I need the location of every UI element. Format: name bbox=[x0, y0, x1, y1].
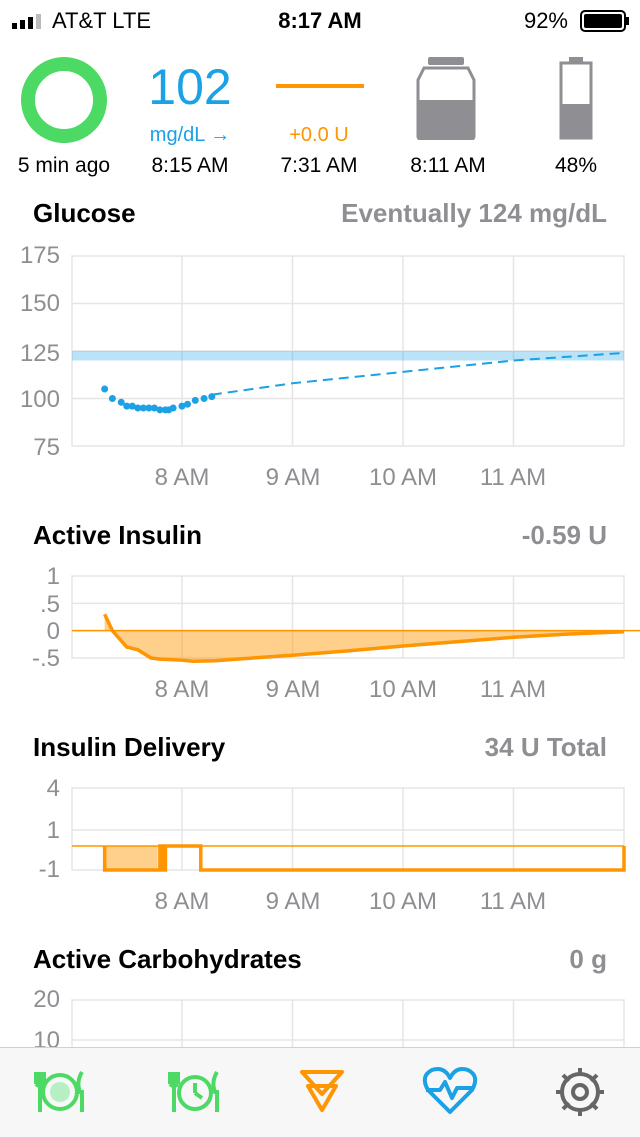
reservoir-time: 8:11 AM bbox=[410, 154, 486, 177]
x-tick: 8 AM bbox=[154, 676, 210, 703]
insulin-delivery-total: 34 U Total bbox=[484, 732, 607, 762]
meal-timer-icon[interactable] bbox=[164, 1062, 224, 1122]
glucose-point bbox=[208, 393, 216, 401]
active-insulin-title: Active Insulin bbox=[33, 520, 203, 550]
active-carbs-chart bbox=[71, 999, 625, 1048]
basal-rate-value: +0.0 U bbox=[289, 124, 349, 146]
glucose-point bbox=[139, 404, 147, 412]
y-tick: -1 bbox=[38, 856, 60, 883]
active-insulin-chart bbox=[71, 575, 640, 664]
y-tick: 75 bbox=[33, 434, 60, 461]
reservoir-icon bbox=[416, 57, 476, 140]
temp-basal-area bbox=[104, 846, 158, 870]
active-carbs-title: Active Carbohydrates bbox=[33, 944, 302, 974]
glucose-hud[interactable]: 102 mg/dL → 8:15 AM bbox=[128, 48, 252, 188]
active-carbs-value: 0 g bbox=[569, 944, 607, 974]
reservoir-hud[interactable]: 8:11 AM bbox=[392, 48, 504, 188]
x-tick: 10 AM bbox=[368, 464, 438, 491]
x-tick: 9 AM bbox=[265, 464, 321, 491]
y-tick: 1 bbox=[46, 817, 60, 844]
y-tick: 0 bbox=[46, 618, 60, 645]
active-insulin-line bbox=[103, 613, 625, 664]
basal-hud[interactable]: +0.0 U 7:31 AM bbox=[262, 48, 376, 188]
glucose-point bbox=[156, 406, 164, 414]
glucose-chart bbox=[71, 255, 625, 447]
x-tick: 10 AM bbox=[368, 888, 438, 915]
glucose-point bbox=[169, 404, 177, 412]
glucose-point bbox=[123, 402, 131, 410]
y-tick: 1 bbox=[46, 563, 60, 590]
y-tick: 100 bbox=[19, 386, 60, 413]
target-range-band bbox=[72, 351, 624, 361]
glucose-point bbox=[191, 396, 199, 404]
hud-bar: 5 min ago 102 mg/dL → 8:15 AM +0.0 U 7:3… bbox=[0, 48, 640, 188]
loop-last-run: 5 min ago bbox=[17, 154, 111, 177]
x-tick: 9 AM bbox=[265, 888, 321, 915]
pump-battery-icon bbox=[559, 57, 593, 140]
status-bar: AT&T LTE 8:17 AM 92% bbox=[0, 0, 640, 40]
signal-strength-icon bbox=[12, 14, 41, 29]
y-tick: 20 bbox=[33, 986, 60, 1013]
x-tick: 8 AM bbox=[154, 888, 210, 915]
phone-battery-percent: 92% bbox=[523, 8, 568, 33]
toolbar bbox=[0, 1047, 640, 1137]
phone-battery-icon bbox=[580, 10, 629, 32]
y-tick: 125 bbox=[19, 340, 60, 367]
x-tick: 8 AM bbox=[154, 464, 210, 491]
glucose-unit-trend: mg/dL → bbox=[149, 124, 231, 146]
meal-icon[interactable] bbox=[30, 1062, 90, 1122]
x-tick: 11 AM bbox=[479, 676, 547, 703]
settings-gear-icon[interactable] bbox=[550, 1062, 610, 1122]
glucose-prediction-line bbox=[211, 351, 625, 396]
glucose-point bbox=[117, 398, 125, 406]
carrier-label: AT&T LTE bbox=[52, 8, 152, 33]
y-tick: -.5 bbox=[31, 645, 60, 672]
insulin-delivery-title: Insulin Delivery bbox=[33, 732, 226, 762]
glucose-time: 8:15 AM bbox=[151, 154, 229, 177]
glucose-point bbox=[108, 395, 116, 402]
glucose-value: 102 bbox=[148, 59, 232, 115]
active-insulin-area bbox=[104, 614, 624, 662]
x-tick: 9 AM bbox=[265, 676, 321, 703]
loop-ring-icon bbox=[21, 57, 107, 143]
y-tick: 175 bbox=[19, 242, 60, 269]
eventual-glucose: Eventually 124 mg/dL bbox=[341, 198, 607, 228]
glucose-point bbox=[134, 404, 142, 412]
plot-frame bbox=[71, 575, 625, 659]
x-tick: 10 AM bbox=[368, 676, 438, 703]
workout-heart-icon[interactable] bbox=[420, 1062, 480, 1122]
glucose-point bbox=[184, 400, 192, 408]
plot-frame bbox=[71, 999, 625, 1048]
glucose-point bbox=[145, 404, 153, 412]
glucose-point bbox=[178, 402, 186, 410]
basal-rate-line bbox=[276, 84, 364, 88]
insulin-delivery-line bbox=[102, 844, 626, 872]
y-tick: .5 bbox=[39, 591, 60, 618]
pump-battery-percent: 48% bbox=[554, 154, 598, 177]
glucose-point bbox=[128, 402, 136, 410]
pump-battery-hud[interactable]: 48% bbox=[520, 48, 632, 188]
glucose-title: Glucose bbox=[33, 198, 136, 228]
glucose-point bbox=[101, 385, 109, 393]
bolus-icon[interactable] bbox=[292, 1062, 352, 1122]
insulin-delivery-chart bbox=[71, 787, 626, 872]
glucose-point bbox=[150, 404, 158, 412]
x-tick: 11 AM bbox=[479, 888, 547, 915]
basal-time: 7:31 AM bbox=[280, 154, 358, 177]
y-tick: 150 bbox=[19, 290, 60, 317]
glucose-point bbox=[200, 395, 208, 402]
loop-status[interactable]: 5 min ago bbox=[8, 48, 118, 188]
active-insulin-value: -0.59 U bbox=[521, 520, 607, 550]
x-tick: 11 AM bbox=[479, 464, 547, 491]
y-tick: 4 bbox=[46, 775, 60, 802]
status-clock: 8:17 AM bbox=[278, 8, 362, 33]
